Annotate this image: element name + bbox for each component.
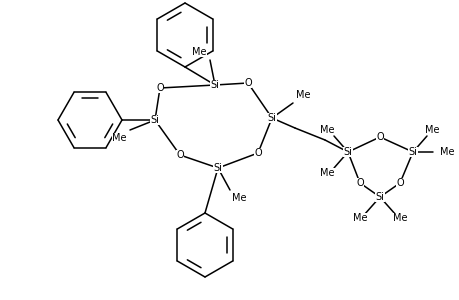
Text: Me: Me (112, 133, 127, 143)
Text: O: O (244, 78, 251, 88)
Text: Me: Me (320, 125, 334, 135)
Text: Si: Si (343, 147, 352, 157)
Text: O: O (375, 132, 383, 142)
Text: Si: Si (213, 163, 222, 173)
Text: Me: Me (439, 147, 453, 157)
Text: O: O (395, 178, 403, 188)
Text: O: O (355, 178, 363, 188)
Text: Me: Me (295, 90, 310, 100)
Text: Si: Si (150, 115, 159, 125)
Text: Me: Me (424, 125, 438, 135)
Text: Me: Me (231, 193, 246, 203)
Text: Si: Si (210, 80, 219, 90)
Text: Si: Si (408, 147, 416, 157)
Text: Me: Me (320, 168, 334, 178)
Text: Me: Me (392, 213, 407, 223)
Text: O: O (176, 150, 184, 160)
Text: Me: Me (353, 213, 367, 223)
Text: Si: Si (375, 192, 384, 202)
Text: O: O (254, 148, 261, 158)
Text: O: O (156, 83, 163, 93)
Text: Me: Me (192, 47, 207, 57)
Text: Si: Si (267, 113, 276, 123)
